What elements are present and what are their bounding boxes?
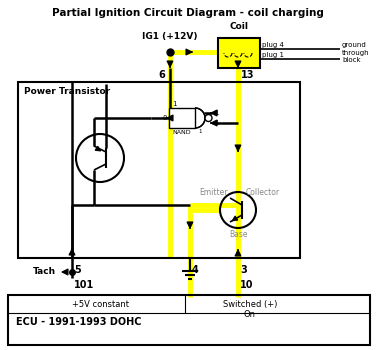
Text: IG1 (+12V): IG1 (+12V) [142, 32, 198, 41]
Text: Collector: Collector [246, 188, 280, 197]
Text: plug 4: plug 4 [262, 42, 284, 48]
Text: block: block [342, 56, 361, 63]
Text: 6: 6 [158, 70, 165, 80]
Text: 10: 10 [240, 280, 253, 290]
Text: Power Transistor: Power Transistor [24, 87, 110, 96]
Text: +5V constant: +5V constant [72, 300, 129, 309]
Text: 101: 101 [74, 280, 94, 290]
Text: Emitter: Emitter [199, 188, 227, 197]
Text: Partial Ignition Circuit Diagram - coil charging: Partial Ignition Circuit Diagram - coil … [52, 8, 324, 18]
Bar [8, 295, 370, 345]
Text: Coil: Coil [230, 22, 248, 31]
Text: ECU - 1991-1993 DOHC: ECU - 1991-1993 DOHC [16, 317, 141, 327]
Text: NAND: NAND [173, 130, 191, 135]
Text: 1: 1 [214, 110, 219, 116]
Text: plug 1: plug 1 [262, 52, 284, 58]
Text: 1: 1 [198, 129, 201, 134]
Bar [169, 108, 195, 128]
Text: 1: 1 [172, 101, 176, 107]
Bar [18, 82, 300, 258]
Text: 13: 13 [241, 70, 254, 80]
Text: 5: 5 [74, 265, 81, 275]
Bar [218, 38, 260, 68]
Circle shape [205, 114, 212, 121]
Text: 3: 3 [240, 265, 247, 275]
Text: 0: 0 [162, 115, 167, 121]
Text: through: through [342, 49, 369, 56]
Text: ground: ground [342, 42, 367, 49]
Text: Base: Base [229, 230, 247, 239]
Text: Tach: Tach [33, 267, 56, 276]
Text: 1: 1 [214, 120, 219, 126]
Text: Switched (+)
On: Switched (+) On [223, 300, 277, 320]
Text: 4: 4 [192, 265, 199, 275]
